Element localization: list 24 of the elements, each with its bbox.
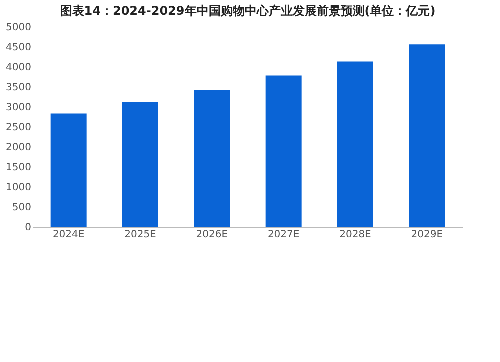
y-tick-label: 4500	[6, 42, 32, 54]
y-tick-label: 1500	[6, 162, 32, 174]
y-tick-label: 4000	[6, 62, 32, 74]
bar	[338, 62, 374, 227]
bar	[266, 76, 302, 227]
y-tick-label: 3000	[6, 102, 32, 114]
x-tick-label: 2029E	[411, 230, 444, 240]
bar	[194, 90, 230, 227]
y-tick-label: 2500	[6, 122, 32, 134]
bar	[122, 102, 158, 227]
x-tick-label: 2024E	[52, 230, 85, 240]
y-tick-label: 500	[12, 202, 32, 214]
x-tick-label: 2028E	[340, 230, 372, 240]
bar	[409, 44, 446, 227]
bar	[50, 114, 87, 227]
y-tick-label: 5000	[6, 22, 32, 34]
x-tick-label: 2027E	[268, 230, 300, 240]
x-tick-label: 2026E	[196, 230, 228, 240]
y-tick-label: 2000	[6, 142, 32, 154]
y-tick-label: 1000	[6, 182, 32, 194]
y-tick-label: 0	[25, 222, 32, 234]
x-tick-label: 2025E	[124, 230, 156, 240]
y-tick-label: 3500	[6, 82, 32, 94]
chart-title: 图表14：2024-2029年中国购物中心产业发展前景预测(单位：亿元)	[60, 4, 436, 18]
